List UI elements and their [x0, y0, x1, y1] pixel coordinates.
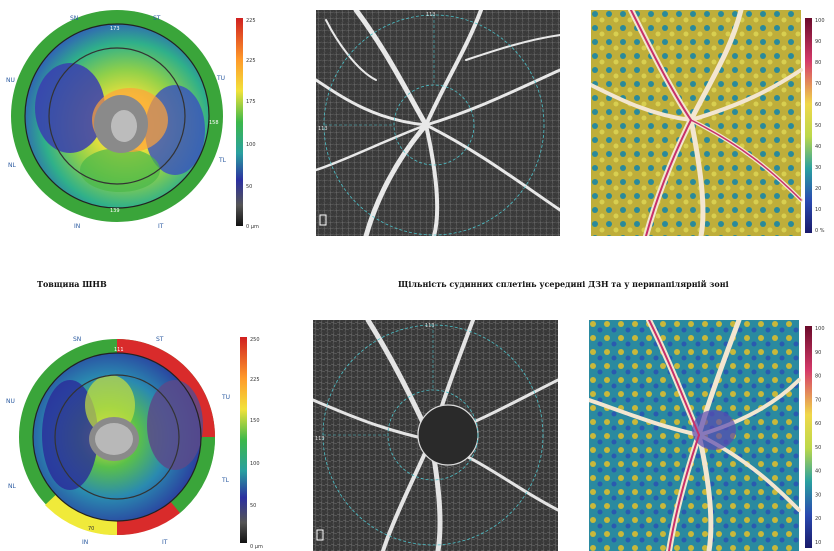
vessel-density-map-bottom: 100 90 80 70 60 50 40 30 20 10: [589, 320, 825, 551]
sector-label-sn: SN: [73, 336, 81, 343]
sector-label-in: IN: [82, 539, 88, 546]
scale-tick: 175: [246, 99, 256, 105]
sector-value: 173: [110, 26, 120, 32]
sector-label-nl: NL: [8, 483, 16, 490]
density-color-scale: [805, 18, 812, 233]
optic-cup: [95, 423, 133, 455]
scale-tick: 100: [250, 461, 260, 467]
scale-tick: 250: [250, 337, 260, 343]
density-scale-tick: 70: [815, 81, 821, 87]
density-scale-tick: 90: [815, 350, 821, 356]
angio-label-nasal: 113: [318, 126, 328, 132]
vessel-density-map-top: 100 90 80 70 60 50 40 30 20 10 0 %: [591, 10, 825, 236]
density-scale-tick: 40: [815, 144, 821, 150]
scale-tick: 50: [250, 503, 256, 509]
sector-label-tu: TU: [216, 75, 225, 82]
sector-label-it: IT: [158, 223, 164, 230]
octa-angiogram-top: 113 113: [316, 10, 560, 236]
density-scale-tick: 80: [815, 374, 821, 380]
rnfl-thickness-map-bottom: SN ST NU TU NL TL IN IT 111 70 250 225 1…: [6, 336, 263, 550]
sector-label-nl: NL: [8, 162, 16, 169]
scale-tick: 0 µm: [250, 544, 263, 550]
sector-value: 139: [110, 208, 120, 214]
density-scale-tick: 80: [815, 60, 821, 66]
angio-label-superior: 113: [425, 323, 435, 329]
density-scale-tick: 60: [815, 102, 821, 108]
density-scale-tick: 10: [815, 207, 821, 213]
thickness-color-scale: [240, 337, 247, 543]
scale-tick: 225: [250, 377, 260, 383]
density-scale-tick: 100: [815, 18, 825, 24]
caption-rnfl-thickness: Товщина ШНВ: [37, 279, 107, 289]
sector-label-nu: NU: [6, 77, 15, 84]
sector-label-st: ST: [156, 336, 164, 343]
sector-label-in: IN: [74, 223, 80, 230]
sector-label-sn: SN: [70, 15, 78, 22]
scale-tick: 225: [246, 58, 256, 64]
density-scale-tick: 50: [815, 445, 821, 451]
scale-tick: 50: [246, 184, 252, 190]
sector-label-tl: TL: [218, 157, 227, 164]
sector-label-tu: TU: [221, 394, 230, 401]
rnfl-thickness-map-top: SN ST NU TU NL TL IN IT 173 158 139 225 …: [6, 10, 259, 230]
density-scale-tick: 40: [815, 469, 821, 475]
density-scale-tick: 90: [815, 39, 821, 45]
sector-value: 70: [88, 526, 94, 532]
sector-value: 158: [209, 120, 219, 126]
density-scale-tick: 50: [815, 123, 821, 129]
angio-label-superior: 113: [426, 12, 436, 18]
density-scale-tick: 20: [815, 186, 821, 192]
sector-value: 111: [114, 347, 124, 353]
scale-tick: 100: [246, 142, 256, 148]
caption-vessel-density: Щільність судинних сплетінь усередині ДЗ…: [398, 279, 729, 289]
density-scale-tick: 100: [815, 326, 825, 332]
scale-tick: 0 µm: [246, 224, 259, 230]
density-scale-tick: 30: [815, 492, 821, 498]
sector-label-tl: TL: [221, 477, 230, 484]
angio-label-nasal: 113: [315, 436, 325, 442]
density-scale-tick: 70: [815, 397, 821, 403]
sector-label-nu: NU: [6, 398, 15, 405]
density-scale-tick: 0 %: [815, 228, 825, 234]
scale-tick: 225: [246, 18, 256, 24]
density-scale-tick: 60: [815, 421, 821, 427]
octa-angiogram-bottom: 113 113: [313, 320, 558, 551]
density-scale-tick: 30: [815, 165, 821, 171]
density-color-scale: [805, 326, 812, 548]
thickness-color-scale: [236, 18, 243, 226]
scale-bar: [319, 214, 327, 226]
sector-label-st: ST: [153, 15, 161, 22]
optic-disc: [417, 404, 479, 466]
density-scale-tick: 20: [815, 516, 821, 522]
sector-label-it: IT: [162, 539, 168, 546]
scale-tick: 150: [250, 418, 260, 424]
optic-cup: [111, 110, 137, 142]
scale-bar: [316, 529, 324, 541]
density-scale-tick: 10: [815, 540, 821, 546]
